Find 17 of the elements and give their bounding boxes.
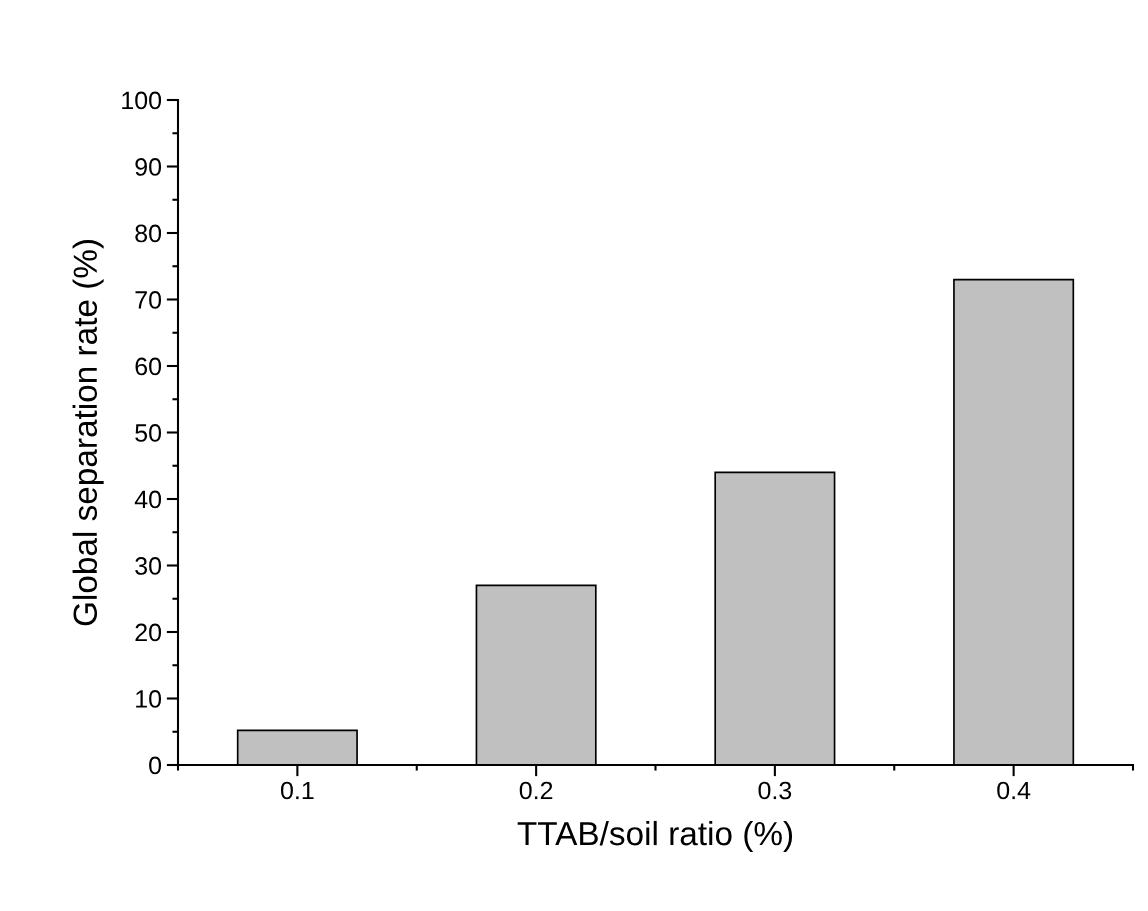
y-axis-title: Global separation rate (%): [72, 240, 104, 626]
y-tick-label: 90: [135, 158, 162, 176]
x-tick-label: 0.4: [997, 781, 1031, 800]
y-tick-label: 0: [149, 756, 162, 775]
x-axis-title: TTAB/soil ratio (%): [517, 820, 793, 852]
y-tick-label: 60: [135, 357, 162, 376]
y-tick-label: 40: [134, 490, 162, 509]
y-tick-label: 50: [135, 424, 162, 442]
y-tick-label: 70: [135, 291, 162, 309]
y-tick-label: 20: [135, 623, 162, 642]
x-tick-label: 0.3: [758, 781, 792, 800]
x-tick-label: 0.2: [519, 781, 553, 800]
y-tick-label: 80: [135, 224, 162, 243]
x-tick-label: 0.1: [280, 781, 314, 800]
y-tick-label: 100: [122, 91, 162, 110]
y-tick-label: 10: [136, 690, 162, 708]
y-tick-label: 30: [135, 557, 162, 575]
